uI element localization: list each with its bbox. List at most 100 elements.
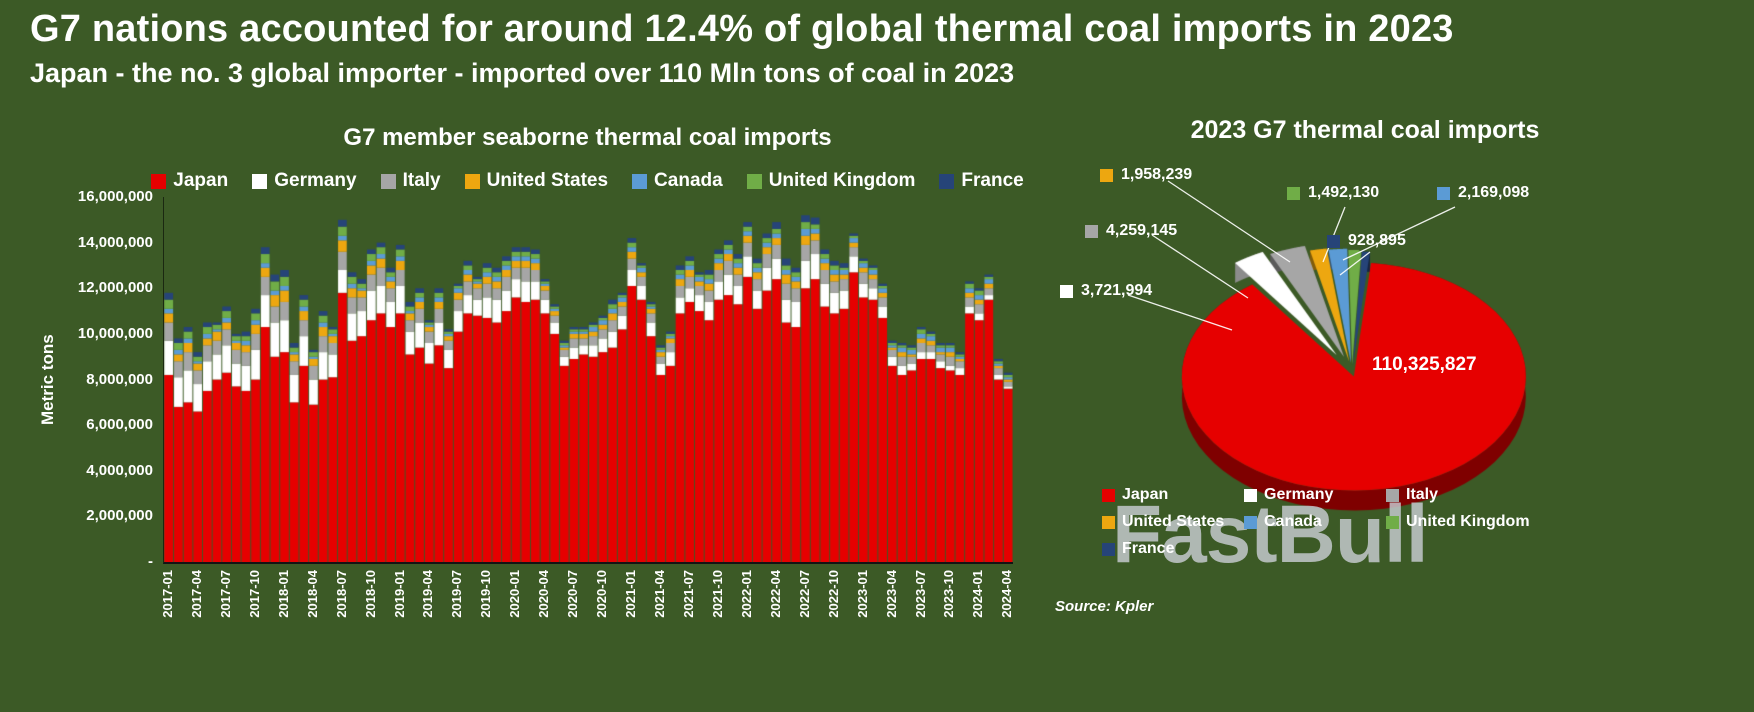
callout-value: 3,721,994 (1081, 282, 1153, 299)
callout-swatch (1085, 224, 1098, 238)
bar-chart-legend: Japan Germany Italy United States Canada Unit… (151, 170, 1024, 192)
page-title: G7 nations accounted for around 12.4% of… (30, 8, 1454, 50)
legend-label: United Kingdom (768, 170, 916, 191)
x-tick-label: 2021-07 (680, 570, 696, 618)
pie-callout-canada: 2,169,098 (1437, 184, 1529, 202)
legend-swatch (1386, 515, 1399, 529)
legend-swatch (1244, 515, 1257, 529)
pie-legend-item-united-states: United States (1102, 513, 1244, 531)
pie-legend-item-canada: Canada (1244, 513, 1386, 531)
legend-swatch (151, 173, 167, 189)
x-tick-label: 2023-04 (883, 570, 899, 618)
callout-value: 928,895 (1348, 232, 1406, 249)
x-tick-label: 2023-10 (941, 570, 957, 618)
legend-label: Italy (1406, 486, 1439, 503)
legend-swatch (632, 173, 648, 189)
pie-callout-germany: 3,721,994 (1060, 282, 1152, 300)
x-tick-label: 2024-01 (970, 570, 986, 618)
x-tick-label: 2020-10 (594, 570, 610, 618)
japan-slice-value-label: 110,325,827 (1372, 354, 1477, 375)
legend-label: Canada (1264, 513, 1322, 530)
x-tick-label: 2020-04 (536, 570, 552, 618)
x-tick-label: 2018-04 (304, 570, 320, 618)
legend-label: Japan (173, 170, 229, 191)
x-tick-label: 2018-01 (275, 570, 291, 618)
y-tick-label: 12,000,000 (77, 279, 153, 297)
x-tick-label: 2021-01 (623, 570, 639, 618)
legend-label: France (1122, 540, 1175, 557)
callout-value: 1,492,130 (1308, 184, 1380, 201)
x-tick-label: 2017-07 (217, 570, 233, 618)
legend-item-japan: Japan (151, 170, 228, 192)
x-tick-label: 2019-01 (391, 570, 407, 618)
fastbull-watermark: FastBull (1112, 489, 1428, 580)
x-tick-label: 2021-04 (652, 570, 668, 618)
pie-callout-united-states: 1,958,239 (1100, 166, 1192, 184)
legend-label: United States (486, 170, 609, 191)
x-tick-label: 2019-10 (478, 570, 494, 618)
y-tick-label: 8,000,000 (86, 370, 153, 388)
legend-item-france: France (939, 170, 1024, 192)
y-tick-label: 4,000,000 (86, 461, 153, 479)
legend-swatch (1102, 515, 1115, 529)
pie-callout-france: 928,895 (1327, 232, 1406, 250)
x-tick-label: 2024-04 (999, 570, 1015, 618)
callout-value: 4,259,145 (1106, 222, 1178, 239)
legend-item-canada: Canada (632, 170, 723, 192)
legend-label: Canada (654, 170, 723, 191)
callout-swatch (1287, 186, 1300, 200)
x-tick-label: 2023-07 (912, 570, 928, 618)
x-tick-label: 2023-01 (854, 570, 870, 618)
pie-legend-item-italy: Italy (1386, 486, 1556, 504)
bar-chart-title: G7 member seaborne thermal coal imports (343, 124, 832, 151)
y-tick-label: - (148, 553, 153, 570)
legend-label: France (961, 170, 1024, 191)
pie-chart-title: 2023 G7 thermal coal imports (1190, 116, 1540, 144)
source-note: Source: Kpler (1055, 598, 1154, 615)
pie-legend-item-united-kingdom: United Kingdom (1386, 513, 1556, 531)
x-tick-label: 2019-07 (449, 570, 465, 618)
legend-label: Germany (1264, 486, 1334, 503)
pie-legend-item-france: France (1102, 540, 1244, 558)
y-tick-label: 6,000,000 (86, 416, 153, 434)
legend-label: Japan (1122, 486, 1169, 503)
callout-swatch (1100, 168, 1113, 182)
legend-swatch (1102, 488, 1115, 502)
legend-swatch (1244, 488, 1257, 502)
legend-label: Germany (274, 170, 357, 191)
callout-value: 2,169,098 (1458, 184, 1530, 201)
legend-swatch (464, 173, 480, 189)
legend-swatch (1386, 488, 1399, 502)
legend-label: United Kingdom (1406, 513, 1530, 530)
x-tick-label: 2020-01 (507, 570, 523, 618)
x-tick-label: 2022-10 (825, 570, 841, 618)
x-tick-label: 2022-07 (796, 570, 812, 618)
x-tick-label: 2017-04 (188, 570, 204, 618)
x-tick-label: 2017-10 (246, 570, 262, 618)
x-tick-label: 2021-10 (709, 570, 725, 618)
callout-value: 1,958,239 (1121, 166, 1193, 183)
x-tick-label: 2019-04 (420, 570, 436, 618)
x-tick-label: 2022-01 (738, 570, 754, 618)
pie-callout-united-kingdom: 1,492,130 (1287, 184, 1379, 202)
x-tick-label: 2020-07 (565, 570, 581, 618)
callout-swatch (1060, 284, 1073, 298)
legend-label: United States (1122, 513, 1225, 530)
x-tick-label: 2017-01 (160, 570, 175, 618)
pie-chart-legend: Japan Germany Italy United States Canada Unit… (1102, 486, 1556, 558)
y-tick-label: 2,000,000 (86, 507, 153, 525)
x-tick-label: 2018-07 (333, 570, 349, 618)
legend-swatch (1102, 542, 1115, 556)
legend-swatch (380, 173, 396, 189)
legend-item-germany: Germany (252, 170, 357, 192)
legend-swatch (746, 173, 762, 189)
legend-item-united-states: United States (464, 170, 609, 192)
pie-legend-item-japan: Japan (1102, 486, 1244, 504)
pie-callout-italy: 4,259,145 (1085, 222, 1177, 240)
callout-swatch (1437, 186, 1450, 200)
page-subtitle: Japan - the no. 3 global importer - impo… (30, 58, 1015, 88)
legend-item-italy: Italy (380, 170, 441, 192)
legend-swatch (252, 173, 268, 189)
pie-legend-item-germany: Germany (1244, 486, 1386, 504)
